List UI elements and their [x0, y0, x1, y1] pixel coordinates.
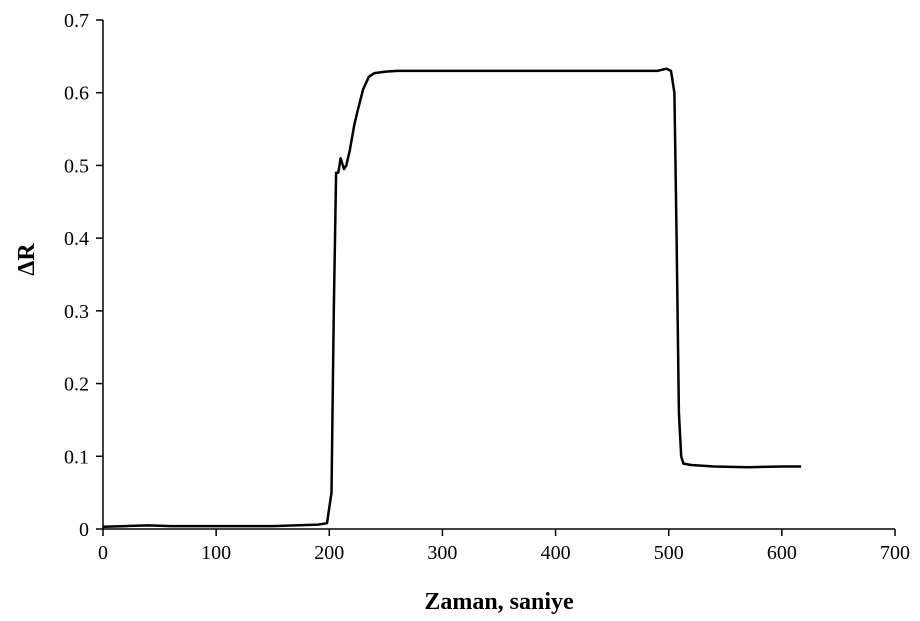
x-tick-label: 400	[541, 542, 571, 564]
chart-axes	[102, 20, 895, 530]
x-tick-label: 0	[98, 542, 108, 564]
x-tick-label: 300	[427, 542, 457, 564]
y-ticks: 0 0.1 0.2 0.3 0.4 0.5 0.6 0.7	[64, 10, 103, 541]
x-tick-label: 600	[767, 542, 797, 564]
y-tick-label: 0.7	[64, 10, 89, 32]
y-axis-title: ΔR	[14, 243, 40, 276]
x-axis-title: Zaman, saniye	[424, 589, 574, 615]
y-tick-label: 0.2	[64, 374, 89, 396]
x-tick-label: 100	[201, 542, 231, 564]
y-tick-label: 0.1	[64, 446, 89, 468]
y-tick-label: 0	[79, 519, 89, 541]
x-tick-label: 200	[314, 542, 344, 564]
x-ticks: 0 100 200 300 400 500 600 700	[98, 529, 910, 564]
x-tick-label: 500	[654, 542, 684, 564]
y-tick-label: 0.6	[64, 83, 89, 105]
plot-series	[102, 67, 802, 529]
y-tick-label: 0.3	[64, 301, 89, 323]
series-line	[102, 67, 802, 529]
y-tick-label: 0.5	[64, 155, 89, 177]
x-tick-label: 700	[880, 542, 910, 564]
y-tick-label: 0.4	[64, 228, 89, 250]
